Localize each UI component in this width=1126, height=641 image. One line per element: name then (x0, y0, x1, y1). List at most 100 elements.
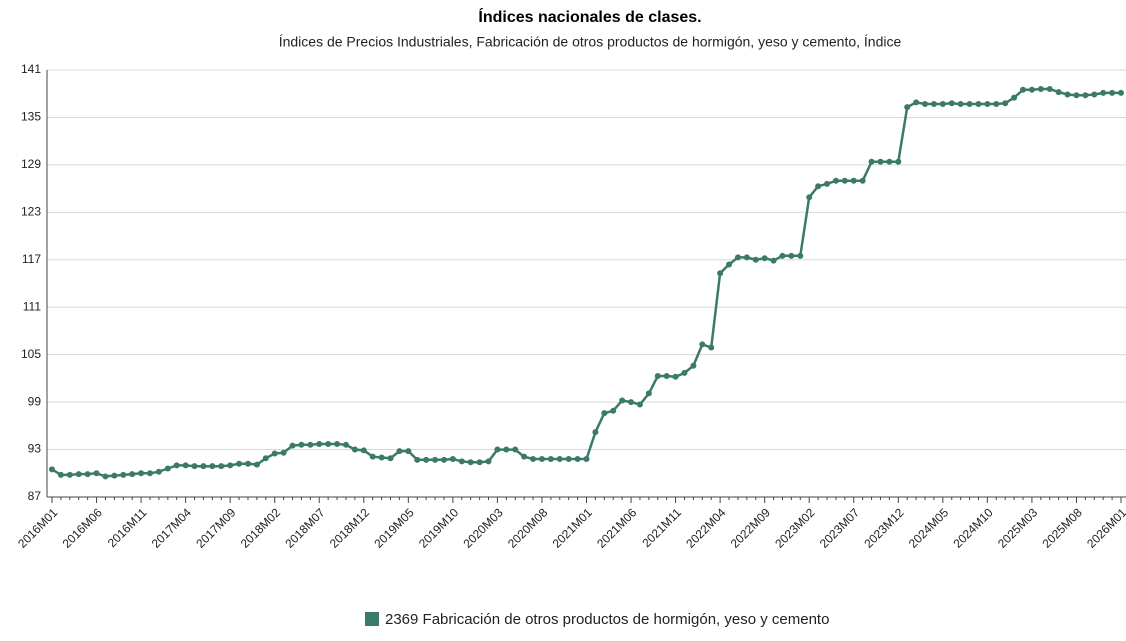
point (476, 459, 483, 466)
point (289, 442, 296, 449)
point (547, 456, 554, 463)
point (369, 453, 376, 460)
x-tick-label: 2025M08 (1040, 505, 1086, 551)
point (262, 455, 269, 462)
point (521, 453, 528, 460)
y-tick-label: 129 (21, 157, 41, 171)
point (966, 101, 973, 108)
x-tick-label: 2018M02 (238, 505, 284, 551)
point (66, 471, 73, 478)
point (699, 341, 706, 348)
point (1037, 85, 1044, 92)
point (752, 256, 759, 263)
point (1082, 92, 1089, 99)
point (565, 456, 572, 463)
point (610, 407, 617, 414)
x-tick-label: 2016M01 (15, 505, 61, 551)
y-tick-label: 135 (21, 110, 41, 124)
point (494, 446, 501, 453)
point (556, 456, 563, 463)
point (886, 158, 893, 165)
point (530, 456, 537, 463)
x-tick-label: 2018M12 (327, 505, 373, 551)
point (619, 397, 626, 404)
point (708, 344, 715, 351)
point (342, 441, 349, 448)
point (583, 456, 590, 463)
point (298, 441, 305, 448)
x-tick-label: 2019M05 (371, 505, 417, 551)
point (209, 463, 216, 470)
point (432, 456, 439, 463)
y-tick-label: 93 (28, 442, 42, 456)
x-tick-label: 2018M07 (282, 505, 328, 551)
x-tick-label: 2016M11 (105, 505, 150, 550)
x-tick-label: 2021M01 (550, 505, 596, 551)
point (717, 270, 724, 277)
point (913, 99, 920, 106)
point (155, 468, 162, 475)
x-tick-label: 2026M01 (1084, 505, 1126, 551)
point (779, 252, 786, 259)
point (423, 456, 430, 463)
x-tick-label: 2023M07 (817, 505, 863, 551)
legend-label: 2369 Fabricación de otros productos de h… (385, 611, 829, 628)
y-tick-label: 111 (23, 299, 42, 313)
point (271, 450, 278, 457)
point (574, 456, 581, 463)
point (458, 458, 465, 465)
point (628, 399, 635, 406)
x-tick-label: 2021M06 (594, 505, 640, 551)
point (939, 101, 946, 108)
x-tick-label: 2017M04 (149, 505, 195, 551)
y-tick-label: 87 (28, 489, 42, 503)
x-tick-label: 2016M06 (60, 505, 106, 551)
point (1100, 89, 1107, 96)
point (405, 448, 412, 455)
point (797, 252, 804, 259)
point (57, 471, 64, 478)
point (592, 429, 599, 436)
x-tick-label: 2023M12 (861, 505, 907, 551)
point (895, 158, 902, 165)
x-tick-label: 2024M10 (950, 505, 996, 551)
point (663, 373, 670, 380)
point (743, 254, 750, 261)
point (1002, 100, 1009, 107)
point (1091, 91, 1098, 98)
point (146, 470, 153, 477)
point (770, 257, 777, 264)
point (1073, 92, 1080, 99)
point (636, 401, 643, 408)
point (102, 473, 109, 480)
point (182, 462, 189, 469)
point (111, 472, 118, 479)
point (253, 461, 260, 468)
point (832, 177, 839, 184)
point (120, 471, 127, 478)
point (360, 447, 367, 454)
point (948, 100, 955, 107)
point (164, 465, 171, 472)
y-tick-label: 123 (21, 205, 41, 219)
x-tick-label: 2020M03 (460, 505, 506, 551)
point (467, 459, 474, 466)
point (440, 456, 447, 463)
point (227, 462, 234, 469)
point (84, 471, 91, 478)
point (1118, 89, 1124, 96)
point (984, 101, 991, 108)
x-tick-label: 2019M10 (416, 505, 462, 551)
point (922, 101, 929, 108)
point (280, 449, 287, 456)
point (930, 101, 937, 108)
point (815, 183, 822, 190)
point (129, 471, 136, 478)
point (485, 458, 492, 465)
chart-subtitle: Índices de Precios Industriales, Fabrica… (279, 34, 902, 50)
point (726, 261, 733, 268)
point (904, 104, 911, 111)
legend-swatch (365, 612, 379, 626)
y-tick-label: 117 (22, 252, 41, 266)
